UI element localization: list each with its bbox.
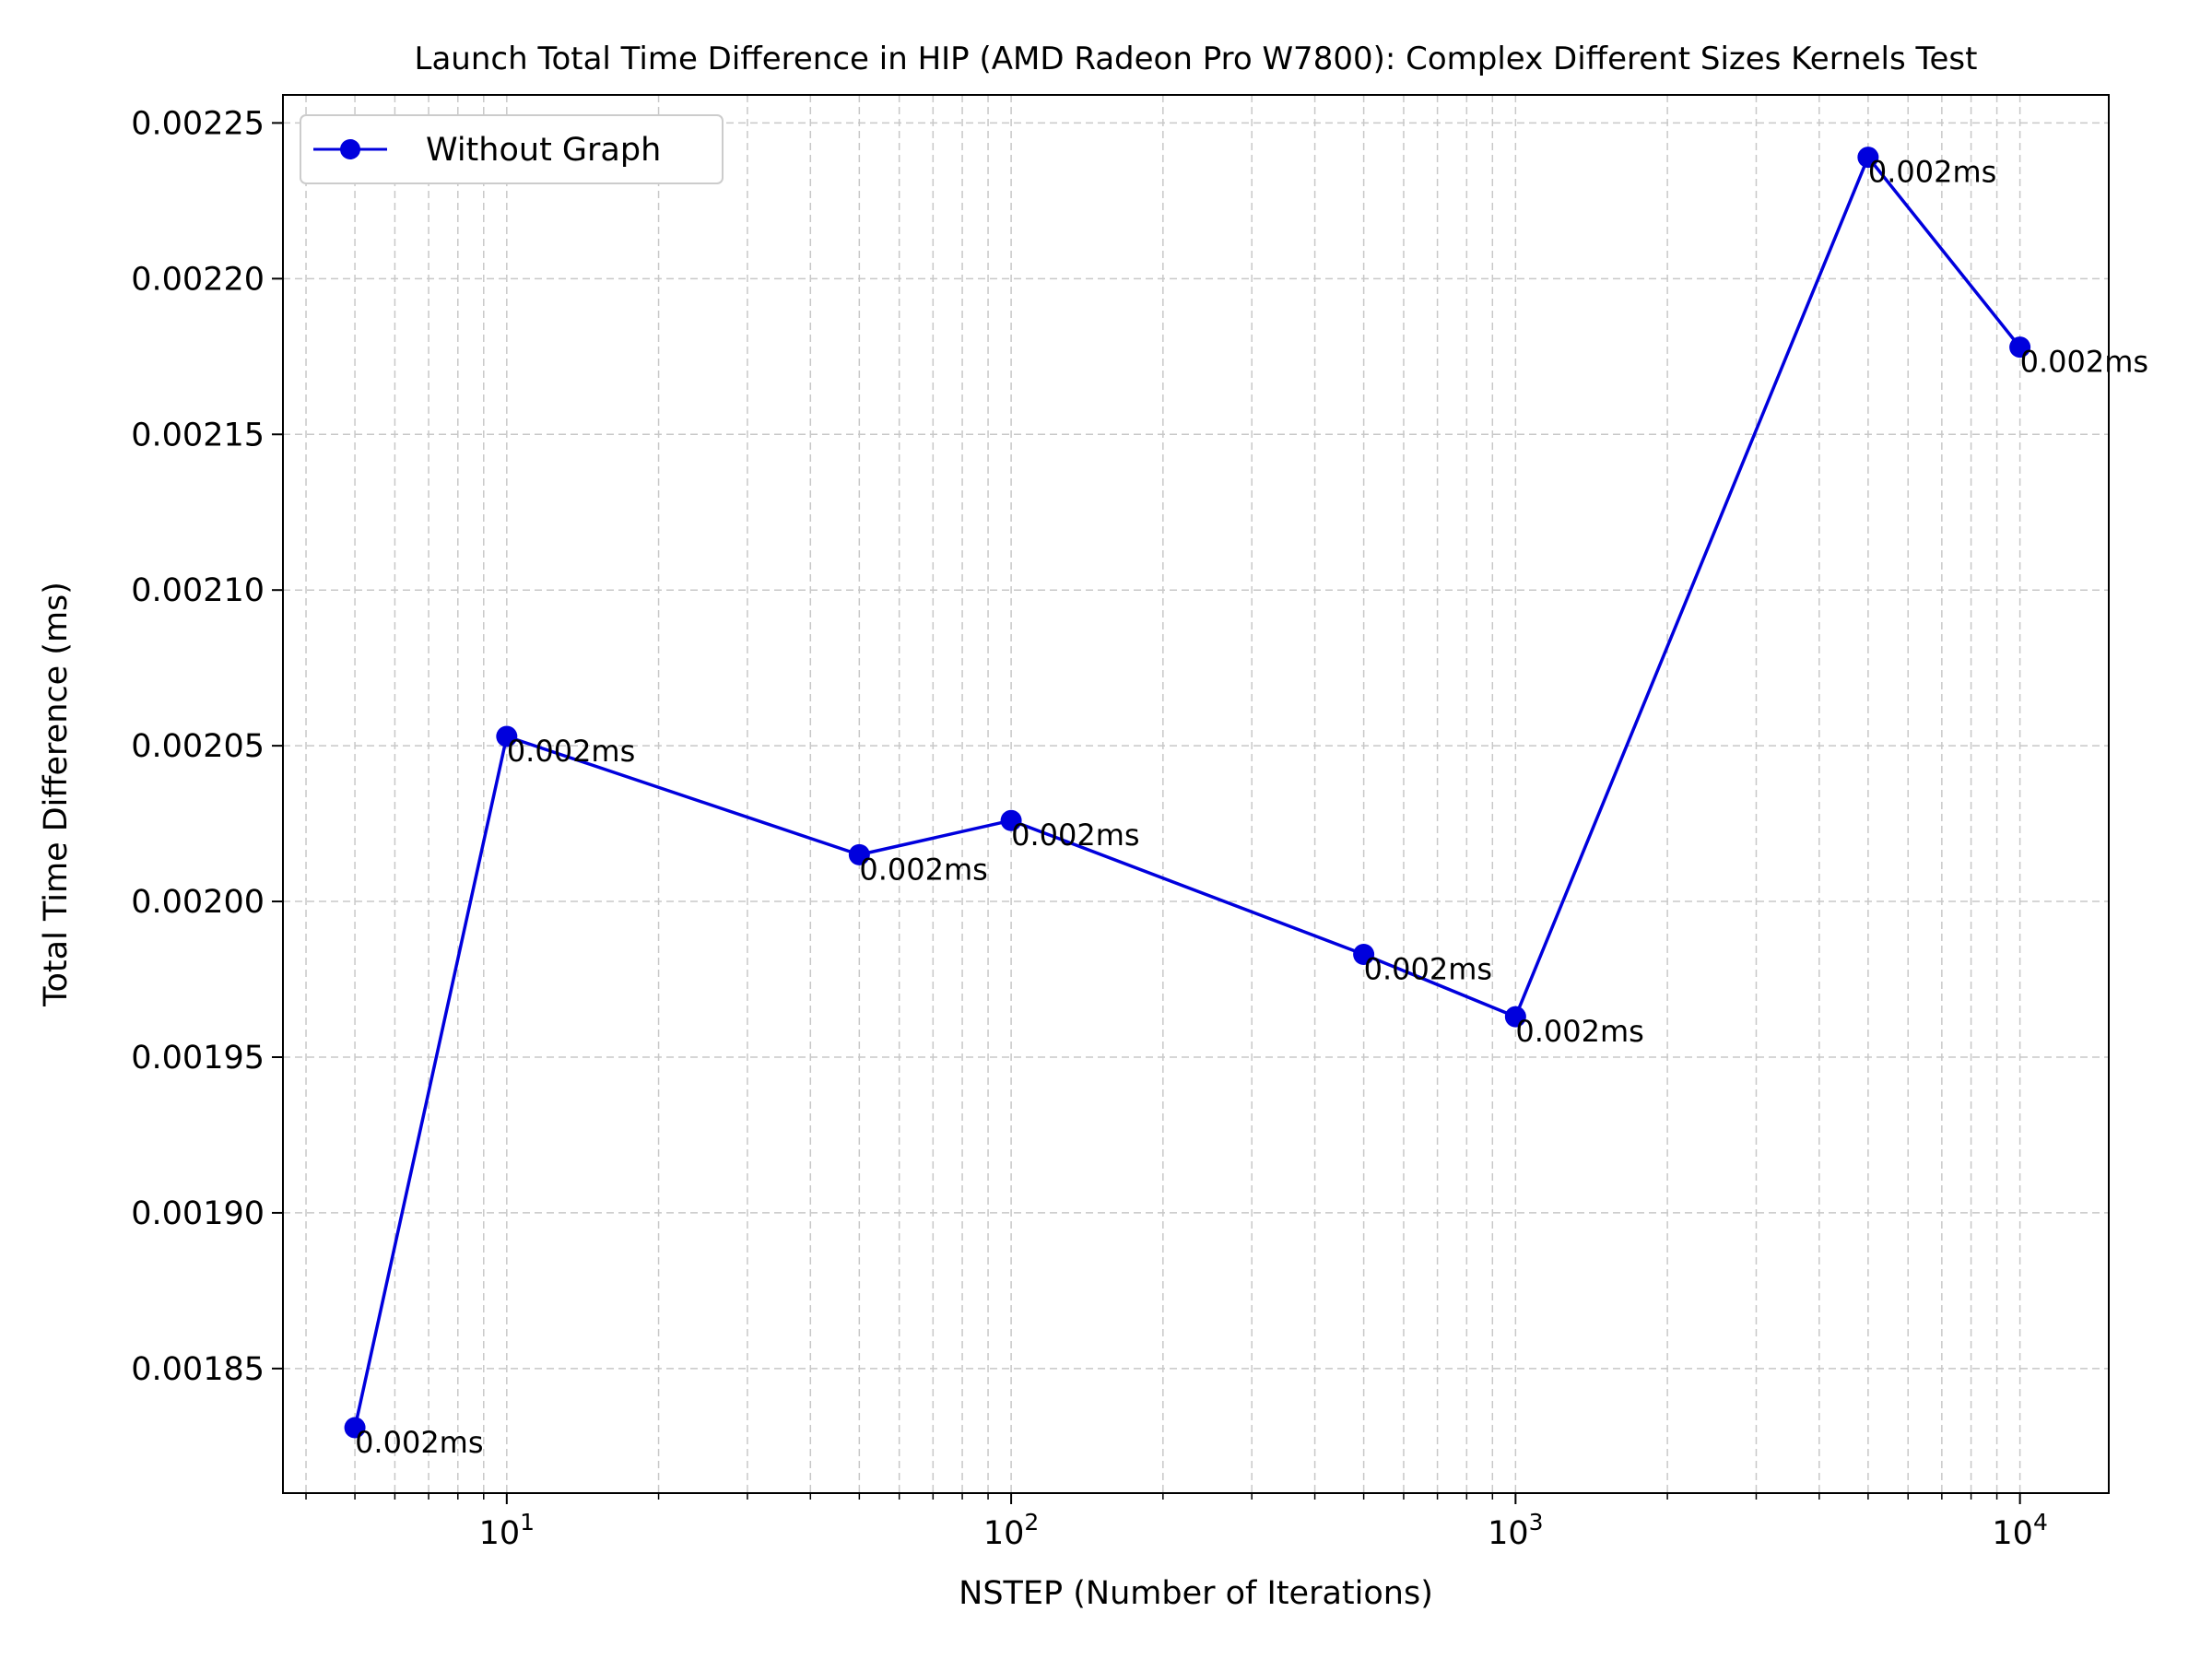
data-label: 0.002ms xyxy=(1364,951,1492,986)
data-point xyxy=(1353,943,1375,965)
y-tick-label: 0.00215 xyxy=(131,417,265,453)
y-tick-label: 0.00210 xyxy=(131,572,265,609)
x-tick-label: 102 xyxy=(983,1509,1039,1552)
legend-marker xyxy=(340,139,360,159)
x-tick-label: 103 xyxy=(1488,1509,1543,1552)
y-tick-label: 0.00190 xyxy=(131,1195,265,1232)
data-point xyxy=(848,843,870,865)
data-point xyxy=(1504,1006,1526,1028)
y-tick-label: 0.00195 xyxy=(131,1040,265,1077)
legend-label: Without Graph xyxy=(426,132,661,169)
legend-box xyxy=(300,114,724,184)
series-layer: 0.002ms 0.002ms 0.002ms 0.002ms 0.002ms 0.002… xyxy=(344,147,2148,1460)
y-tick-label: 0.00225 xyxy=(131,105,265,142)
legend: Without Graph xyxy=(300,114,724,184)
x-tick-label: 101 xyxy=(479,1509,535,1552)
data-point xyxy=(1857,147,1879,169)
y-tick-label: 0.00185 xyxy=(131,1351,265,1388)
chart-title: Launch Total Time Difference in HIP (AMD… xyxy=(415,41,1978,77)
data-point xyxy=(496,725,518,747)
plot-frame xyxy=(282,94,2110,1494)
data-label: 0.002ms xyxy=(355,1425,483,1460)
y-tick-label: 0.00200 xyxy=(131,884,265,921)
data-point xyxy=(1000,809,1022,831)
data-label: 0.002ms xyxy=(2020,345,2148,380)
grid xyxy=(283,95,2109,1493)
data-point xyxy=(344,1417,366,1439)
data-label: 0.002ms xyxy=(859,852,987,887)
data-label: 0.002ms xyxy=(1868,155,1996,190)
y-tick-label: 0.00205 xyxy=(131,728,265,765)
y-tick-label: 0.00220 xyxy=(131,261,265,298)
axis-ticks: 101 102 103 104 0.00185 0.00190 0.00195 0.00200… xyxy=(131,105,2048,1552)
data-point xyxy=(2009,336,2031,359)
series-line xyxy=(353,155,2021,1429)
data-label: 0.002ms xyxy=(1515,1014,1643,1049)
y-axis-label: Total Time Difference (ms) xyxy=(38,582,75,1007)
x-tick-label: 104 xyxy=(1992,1509,2047,1552)
data-label: 0.002ms xyxy=(507,734,635,769)
x-axis-label: NSTEP (Number of Iterations) xyxy=(959,1575,1433,1612)
data-label: 0.002ms xyxy=(1011,818,1139,853)
